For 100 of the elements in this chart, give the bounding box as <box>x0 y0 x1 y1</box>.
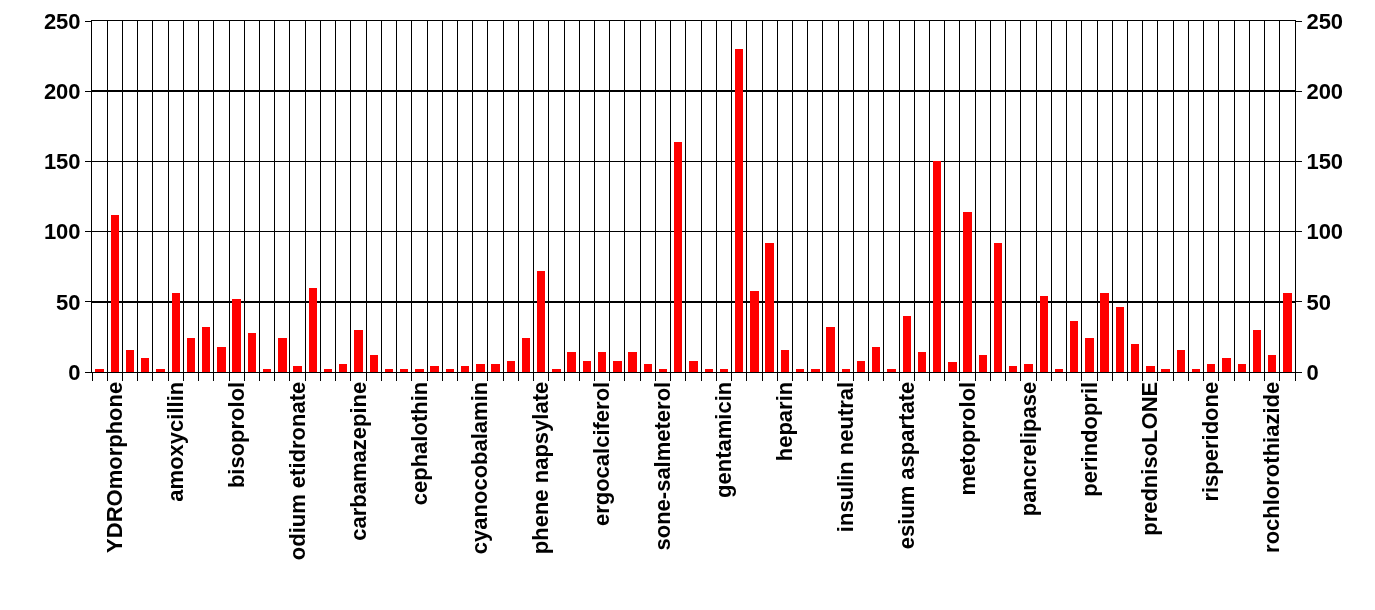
bar <box>232 298 241 372</box>
bar <box>902 315 911 372</box>
y2-tick-label: 50 <box>1306 289 1331 315</box>
x-tick-label: odium etidronate <box>284 381 310 561</box>
bar <box>293 366 302 372</box>
bar <box>826 327 835 372</box>
x-tick-label: carbamazepine <box>345 381 371 541</box>
x-tick-label: phene napsylate <box>528 381 554 555</box>
bar <box>202 327 211 372</box>
x-tick-label: perindopril <box>1076 381 1102 497</box>
y2-tick-label: 0 <box>1306 359 1319 385</box>
bar <box>186 338 196 372</box>
y-tick-label: 150 <box>43 149 81 175</box>
bar <box>780 349 790 372</box>
bar <box>719 369 729 372</box>
bar <box>689 360 698 372</box>
y-tick-label: 250 <box>43 8 81 34</box>
bar <box>811 369 820 372</box>
bar <box>217 346 226 372</box>
bar <box>278 338 287 372</box>
y2-tick-label: 250 <box>1306 8 1344 34</box>
y2-tick-label: 150 <box>1306 149 1344 175</box>
bar <box>735 49 744 372</box>
bar <box>1146 366 1155 372</box>
bar <box>963 211 972 372</box>
bar <box>445 369 455 372</box>
bar <box>1054 369 1064 372</box>
bar <box>841 369 850 372</box>
x-tick-label: rochlorothiazide <box>1259 381 1285 553</box>
bar <box>491 363 500 372</box>
bar <box>1252 329 1262 372</box>
bar <box>750 290 759 372</box>
bar <box>1237 363 1246 372</box>
x-tick-label: insulin neutral <box>832 381 858 533</box>
bar <box>856 360 866 372</box>
bar <box>872 346 881 372</box>
bar <box>262 369 272 372</box>
bar <box>354 329 363 372</box>
bar <box>1161 369 1170 372</box>
bar <box>369 355 378 372</box>
bar <box>795 369 805 372</box>
bar <box>1100 293 1109 372</box>
y2-tick-label: 100 <box>1306 219 1344 245</box>
bar <box>1191 369 1201 372</box>
bar <box>628 352 637 372</box>
bar <box>948 362 957 372</box>
bar <box>658 369 668 372</box>
x-tick-label: sone-salmeterol <box>650 381 676 551</box>
bar <box>1070 321 1079 372</box>
bar <box>506 360 515 372</box>
bar <box>1085 338 1094 372</box>
x-tick-label: YDROmorphone <box>101 381 127 553</box>
bar <box>917 352 927 372</box>
bar <box>1283 293 1292 372</box>
bar <box>887 369 896 372</box>
bar <box>476 363 485 372</box>
bar <box>1130 343 1140 372</box>
bar <box>1024 363 1033 372</box>
x-tick-label: heparin <box>772 381 798 462</box>
x-tick-label: bisoprolol <box>223 381 249 489</box>
bar <box>247 332 257 372</box>
bar <box>567 352 576 372</box>
x-tick-label: ergocalciferol <box>589 381 615 527</box>
bar <box>613 360 622 372</box>
bar <box>110 214 120 372</box>
y-tick-label: 200 <box>43 78 81 104</box>
x-tick-label: risperidone <box>1198 381 1224 502</box>
bar <box>704 369 713 372</box>
x-tick-label: cyanocobalamin <box>467 381 493 555</box>
bar <box>582 360 592 372</box>
x-tick-label: gentamicin <box>711 381 737 498</box>
bar <box>674 141 683 372</box>
bar <box>95 369 104 372</box>
y-tick-label: 100 <box>43 219 81 245</box>
bar <box>415 369 424 372</box>
bar <box>1222 357 1231 372</box>
bar <box>597 352 607 372</box>
bar <box>1115 307 1125 372</box>
bar <box>537 270 546 372</box>
y-tick-label: 50 <box>56 289 81 315</box>
bar <box>399 369 409 372</box>
bar <box>156 369 165 372</box>
bar <box>1207 363 1216 372</box>
x-tick-label: esium aspartate <box>893 381 919 550</box>
bar <box>1267 355 1277 372</box>
bar <box>552 369 561 372</box>
bar <box>978 355 988 372</box>
bar <box>765 242 774 372</box>
bar <box>932 161 942 372</box>
bar <box>171 293 180 372</box>
bar <box>384 369 394 372</box>
bar <box>125 349 135 372</box>
x-tick-label: amoxycillin <box>162 381 188 502</box>
bar <box>460 366 470 372</box>
x-tick-label: pancrelipase <box>1015 381 1041 517</box>
bar <box>643 363 652 372</box>
y2-tick-label: 200 <box>1306 78 1344 104</box>
bar <box>521 338 531 372</box>
bar <box>1039 296 1048 372</box>
x-tick-label: metoprolol <box>954 381 980 496</box>
